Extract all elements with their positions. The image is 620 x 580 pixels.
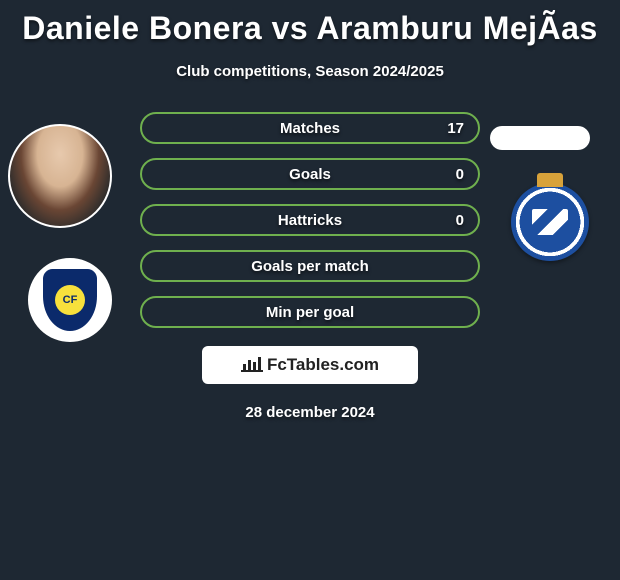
brand-badge[interactable]: FcTables.com (202, 346, 418, 384)
player-avatar-left (8, 124, 112, 228)
subtitle: Club competitions, Season 2024/2025 (0, 63, 620, 80)
villarreal-crest-inner: CF (55, 285, 85, 315)
crown-icon (537, 173, 563, 187)
player-avatar-right-blank (490, 126, 590, 150)
stat-label: Hattricks (278, 212, 342, 229)
stat-value-right: 0 (456, 166, 464, 183)
stat-row-min-per-goal: Min per goal (140, 296, 480, 328)
bar-chart-icon (241, 354, 263, 377)
flag-icon (532, 209, 568, 235)
stat-label: Min per goal (266, 304, 354, 321)
stat-row-goals-per-match: Goals per match (140, 250, 480, 282)
stat-row-hattricks: Hattricks 0 (140, 204, 480, 236)
brand-text: FcTables.com (267, 355, 379, 375)
stat-label: Goals (289, 166, 331, 183)
page-title: Daniele Bonera vs Aramburu MejÃ­as (0, 0, 620, 47)
date-label: 28 december 2024 (0, 404, 620, 421)
villarreal-crest-icon: CF (43, 269, 97, 331)
stat-row-matches: Matches 17 (140, 112, 480, 144)
stat-row-goals: Goals 0 (140, 158, 480, 190)
stat-label: Goals per match (251, 258, 369, 275)
stat-value-right: 17 (447, 120, 464, 137)
real-sociedad-crest-icon (511, 183, 589, 261)
club-crest-right (498, 178, 602, 266)
stat-value-right: 0 (456, 212, 464, 229)
club-crest-left: CF (28, 258, 112, 342)
stat-label: Matches (280, 120, 340, 137)
